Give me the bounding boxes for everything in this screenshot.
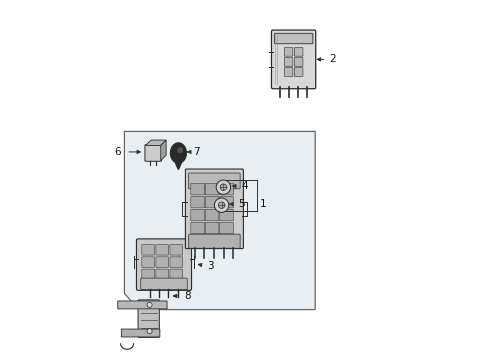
- FancyBboxPatch shape: [274, 33, 313, 44]
- Circle shape: [219, 202, 225, 208]
- Polygon shape: [124, 131, 315, 310]
- FancyBboxPatch shape: [156, 245, 169, 255]
- Polygon shape: [175, 163, 181, 170]
- FancyBboxPatch shape: [191, 210, 204, 221]
- FancyBboxPatch shape: [189, 234, 240, 248]
- FancyBboxPatch shape: [138, 300, 159, 337]
- FancyBboxPatch shape: [220, 197, 233, 208]
- Polygon shape: [171, 143, 186, 163]
- FancyBboxPatch shape: [170, 269, 183, 279]
- FancyBboxPatch shape: [284, 68, 293, 76]
- FancyBboxPatch shape: [284, 58, 293, 66]
- FancyBboxPatch shape: [205, 184, 219, 195]
- Circle shape: [220, 184, 227, 190]
- FancyBboxPatch shape: [141, 278, 187, 289]
- FancyBboxPatch shape: [271, 30, 316, 89]
- FancyBboxPatch shape: [142, 269, 154, 279]
- FancyBboxPatch shape: [156, 269, 169, 279]
- Text: 4: 4: [242, 181, 248, 191]
- FancyBboxPatch shape: [145, 145, 162, 161]
- Circle shape: [215, 198, 229, 212]
- FancyBboxPatch shape: [294, 48, 303, 56]
- Circle shape: [147, 302, 152, 307]
- Text: 2: 2: [330, 54, 336, 64]
- FancyBboxPatch shape: [220, 184, 233, 195]
- FancyBboxPatch shape: [205, 222, 219, 234]
- FancyBboxPatch shape: [142, 257, 154, 267]
- FancyBboxPatch shape: [191, 184, 204, 195]
- FancyBboxPatch shape: [191, 197, 204, 208]
- FancyBboxPatch shape: [294, 68, 303, 76]
- FancyBboxPatch shape: [220, 210, 233, 221]
- FancyBboxPatch shape: [205, 197, 219, 208]
- FancyBboxPatch shape: [142, 245, 154, 255]
- FancyBboxPatch shape: [170, 245, 183, 255]
- FancyBboxPatch shape: [170, 257, 183, 267]
- FancyBboxPatch shape: [191, 222, 204, 234]
- Polygon shape: [161, 140, 166, 161]
- FancyBboxPatch shape: [185, 169, 244, 248]
- Polygon shape: [146, 140, 166, 145]
- FancyBboxPatch shape: [156, 257, 169, 267]
- FancyBboxPatch shape: [205, 210, 219, 221]
- FancyBboxPatch shape: [284, 48, 293, 56]
- FancyBboxPatch shape: [189, 173, 240, 189]
- Text: 7: 7: [193, 147, 199, 157]
- Text: 6: 6: [114, 147, 121, 157]
- FancyBboxPatch shape: [294, 58, 303, 66]
- Text: 3: 3: [207, 261, 214, 271]
- Text: 5: 5: [238, 199, 245, 209]
- FancyBboxPatch shape: [118, 301, 167, 309]
- Text: 8: 8: [184, 291, 191, 301]
- Circle shape: [147, 329, 152, 334]
- FancyBboxPatch shape: [122, 329, 160, 337]
- Text: 1: 1: [260, 199, 267, 209]
- Circle shape: [178, 148, 182, 152]
- FancyBboxPatch shape: [136, 239, 192, 290]
- Circle shape: [216, 180, 231, 194]
- FancyBboxPatch shape: [220, 222, 233, 234]
